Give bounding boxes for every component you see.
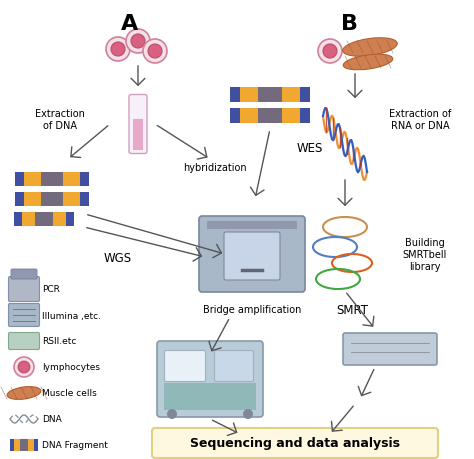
FancyBboxPatch shape <box>199 217 305 292</box>
Bar <box>300 108 310 123</box>
Text: SMRT: SMRT <box>336 303 368 316</box>
Bar <box>258 108 282 123</box>
Circle shape <box>143 40 167 64</box>
Bar <box>133 120 143 150</box>
Circle shape <box>18 361 30 373</box>
Bar <box>164 383 256 410</box>
Bar <box>300 87 310 102</box>
Text: Building
SMRTbell
library: Building SMRTbell library <box>403 238 447 271</box>
Text: PCR: PCR <box>42 285 60 294</box>
FancyBboxPatch shape <box>343 333 437 365</box>
Ellipse shape <box>343 39 397 57</box>
Bar <box>35 213 53 226</box>
Circle shape <box>323 45 337 59</box>
Text: B: B <box>341 14 358 34</box>
Text: WGS: WGS <box>104 251 132 264</box>
Bar <box>80 173 90 187</box>
Text: WES: WES <box>297 141 323 154</box>
Bar <box>258 87 282 102</box>
Text: A: A <box>121 14 138 34</box>
FancyBboxPatch shape <box>152 428 438 458</box>
Bar <box>15 173 90 187</box>
Text: lymphocytes: lymphocytes <box>42 363 100 372</box>
Ellipse shape <box>343 55 393 71</box>
Bar <box>15 193 90 207</box>
Bar <box>80 193 90 207</box>
Bar <box>20 439 28 451</box>
FancyBboxPatch shape <box>215 351 254 382</box>
Bar <box>14 213 74 226</box>
Text: RSll.etc: RSll.etc <box>42 337 76 346</box>
Bar <box>34 439 38 451</box>
Text: hybridization: hybridization <box>183 162 247 173</box>
Text: DNA: DNA <box>42 414 62 424</box>
Text: Bridge amplification: Bridge amplification <box>203 304 301 314</box>
FancyBboxPatch shape <box>224 233 280 280</box>
Circle shape <box>14 357 34 377</box>
Circle shape <box>126 30 150 54</box>
Text: Extraction of
RNA or DNA: Extraction of RNA or DNA <box>389 109 451 130</box>
Circle shape <box>148 45 162 59</box>
Text: Sequencing and data analysis: Sequencing and data analysis <box>190 437 400 449</box>
Text: Illumina ,etc.: Illumina ,etc. <box>42 311 101 320</box>
Bar <box>207 222 297 230</box>
Bar <box>66 213 74 226</box>
Ellipse shape <box>7 387 41 399</box>
Bar <box>14 213 22 226</box>
Bar <box>230 108 310 123</box>
Circle shape <box>111 43 125 57</box>
Bar <box>230 108 240 123</box>
FancyBboxPatch shape <box>9 304 39 327</box>
FancyBboxPatch shape <box>129 95 147 154</box>
Bar <box>230 87 240 102</box>
Circle shape <box>131 35 145 49</box>
Bar <box>15 173 24 187</box>
Bar <box>15 193 24 207</box>
FancyBboxPatch shape <box>11 269 37 280</box>
FancyBboxPatch shape <box>9 277 39 302</box>
FancyBboxPatch shape <box>157 341 263 417</box>
Bar <box>10 439 14 451</box>
Text: Extraction
of DNA: Extraction of DNA <box>35 109 85 130</box>
Bar <box>10 439 38 451</box>
Text: Muscle cells: Muscle cells <box>42 389 97 397</box>
Bar <box>230 87 310 102</box>
FancyBboxPatch shape <box>164 351 206 382</box>
Bar <box>41 173 63 187</box>
Circle shape <box>243 409 253 419</box>
Circle shape <box>318 40 342 64</box>
Text: DNA Fragment: DNA Fragment <box>42 441 108 449</box>
FancyBboxPatch shape <box>9 333 39 350</box>
Bar <box>41 193 63 207</box>
Circle shape <box>106 38 130 62</box>
Circle shape <box>167 409 177 419</box>
